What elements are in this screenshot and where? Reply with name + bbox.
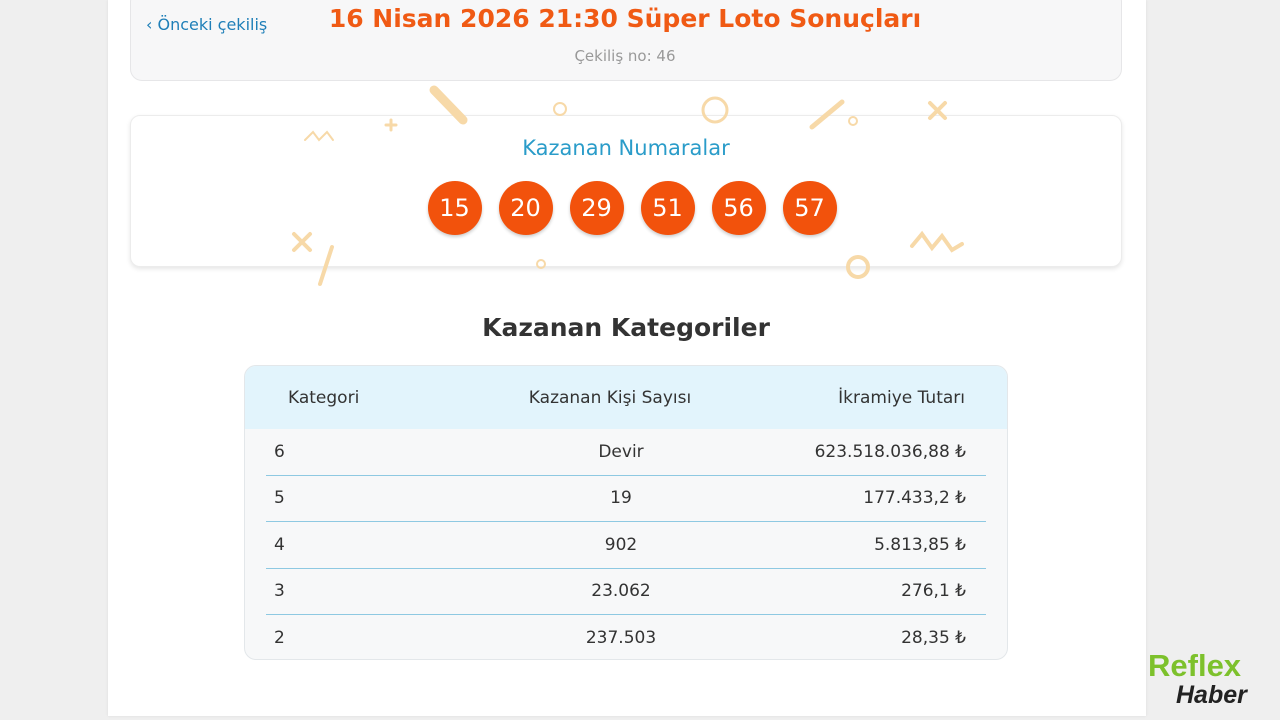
cell-winners: 237.503 bbox=[585, 628, 657, 649]
table-row: 3 23.062 276,1 ₺ bbox=[266, 569, 986, 615]
cell-prize: 623.518.036,88 ₺ bbox=[814, 441, 966, 462]
chevron-left-icon: ‹ bbox=[146, 15, 158, 34]
table-header: Kategori Kazanan Kişi Sayısı İkramiye Tu… bbox=[245, 366, 1007, 429]
number-ball: 29 bbox=[569, 181, 624, 235]
cell-winners: 902 bbox=[604, 534, 638, 555]
table-row: 6 Devir 623.518.036,88 ₺ bbox=[266, 429, 986, 476]
number-ball: 20 bbox=[498, 181, 553, 235]
cell-category: 3 bbox=[274, 581, 285, 602]
number-ball: 51 bbox=[640, 181, 695, 235]
table-row: 4 902 5.813,85 ₺ bbox=[266, 522, 986, 569]
categories-title: Kazanan Kategoriler bbox=[482, 313, 770, 342]
draw-header-card bbox=[130, 0, 1122, 81]
cell-winners: 19 bbox=[610, 488, 632, 509]
draw-number: Çekiliş no: 46 bbox=[574, 47, 676, 65]
cell-winners: Devir bbox=[598, 441, 644, 462]
winning-numbers-card: Kazanan Numaralar 15 20 29 51 56 57 bbox=[130, 115, 1122, 267]
cell-prize: 28,35 ₺ bbox=[901, 628, 966, 649]
column-header: Kazanan Kişi Sayısı bbox=[528, 387, 692, 408]
column-header: İkramiye Tutarı bbox=[838, 387, 965, 408]
page-title: 16 Nisan 2026 21:30 Süper Loto Sonuçları bbox=[328, 4, 922, 33]
number-ball: 56 bbox=[711, 181, 766, 235]
previous-draw-link[interactable]: ‹ Önceki çekiliş bbox=[146, 15, 268, 34]
cell-category: 4 bbox=[274, 534, 285, 555]
number-ball: 15 bbox=[427, 181, 482, 235]
cell-prize: 5.813,85 ₺ bbox=[874, 534, 966, 555]
cell-category: 5 bbox=[274, 488, 285, 509]
table-row: 2 237.503 28,35 ₺ bbox=[266, 615, 986, 659]
cell-category: 6 bbox=[274, 441, 285, 462]
cell-winners: 23.062 bbox=[591, 581, 651, 602]
cell-prize: 276,1 ₺ bbox=[901, 581, 966, 602]
prize-table: Kategori Kazanan Kişi Sayısı İkramiye Tu… bbox=[244, 365, 1008, 660]
winning-numbers-title: Kazanan Numaralar bbox=[522, 136, 730, 160]
column-header: Kategori bbox=[288, 387, 360, 408]
table-row: 5 19 177.433,2 ₺ bbox=[266, 476, 986, 522]
cell-prize: 177.433,2 ₺ bbox=[863, 488, 966, 509]
number-ball: 57 bbox=[782, 181, 837, 235]
cell-category: 2 bbox=[274, 628, 285, 649]
reflex-haber-logo: Reflex Haber bbox=[1148, 648, 1247, 709]
